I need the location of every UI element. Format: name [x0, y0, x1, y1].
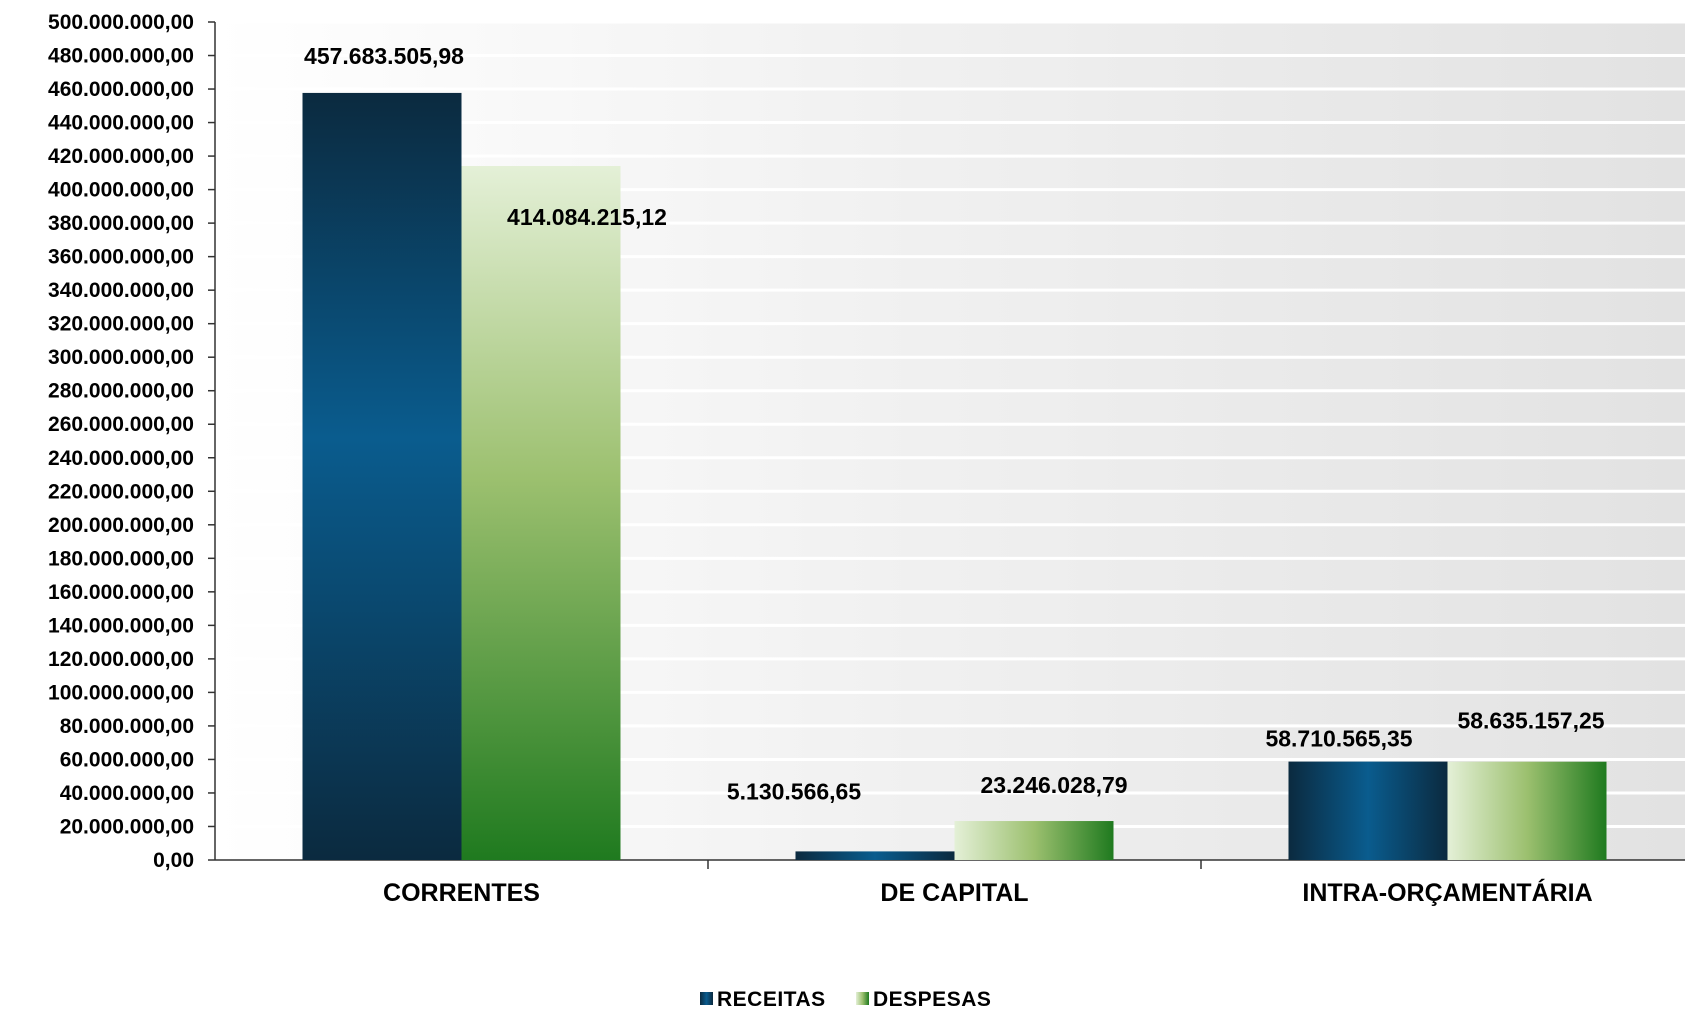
y-tick-label: 200.000.000,00: [48, 514, 194, 537]
x-category-label: INTRA-ORÇAMENTÁRIA: [1302, 878, 1592, 907]
y-tick-label: 80.000.000,00: [60, 715, 194, 738]
y-tick-label: 460.000.000,00: [48, 78, 194, 101]
y-tick-label: 20.000.000,00: [60, 815, 194, 838]
data-label: 414.084.215,12: [507, 204, 667, 230]
y-tick-label: 140.000.000,00: [48, 614, 194, 637]
y-tick-label: 500.000.000,00: [48, 11, 194, 34]
bar-receitas: [795, 851, 955, 860]
y-tick-label: 160.000.000,00: [48, 581, 194, 604]
y-tick-label: 100.000.000,00: [48, 681, 194, 704]
bar-receitas: [302, 92, 462, 861]
bar-despesas: [954, 821, 1114, 860]
x-category-label: DE CAPITAL: [880, 879, 1028, 907]
y-tick-label: 300.000.000,00: [48, 346, 194, 369]
y-tick-label: 380.000.000,00: [48, 212, 194, 235]
data-label: 58.710.565,35: [1265, 726, 1412, 752]
y-tick-label: 220.000.000,00: [48, 480, 194, 503]
y-tick-label: 400.000.000,00: [48, 179, 194, 202]
y-tick-label: 320.000.000,00: [48, 313, 194, 336]
data-label: 457.683.505,98: [304, 43, 464, 69]
y-tick-label: 0,00: [153, 849, 194, 872]
bar-receitas: [1288, 761, 1448, 860]
y-tick-label: 260.000.000,00: [48, 413, 194, 436]
y-tick-label: 280.000.000,00: [48, 380, 194, 403]
data-label: 58.635.157,25: [1457, 708, 1604, 734]
y-tick-label: 480.000.000,00: [48, 45, 194, 68]
y-tick-label: 340.000.000,00: [48, 279, 194, 302]
y-tick-label: 360.000.000,00: [48, 246, 194, 269]
y-tick-label: 440.000.000,00: [48, 112, 194, 135]
bar-despesas: [461, 165, 621, 860]
data-label: 5.130.566,65: [727, 778, 862, 804]
bar-despesas: [1447, 761, 1607, 860]
legend-despesas-label: DESPESAS: [873, 988, 991, 1011]
y-tick-label: 420.000.000,00: [48, 145, 194, 168]
x-category-label: CORRENTES: [383, 879, 540, 907]
legend-receitas-swatch: [700, 992, 713, 1005]
y-tick-label: 240.000.000,00: [48, 447, 194, 470]
y-tick-label: 120.000.000,00: [48, 648, 194, 671]
legend-receitas-label: RECEITAS: [717, 988, 826, 1011]
y-tick-label: 180.000.000,00: [48, 547, 194, 570]
y-tick-label: 60.000.000,00: [60, 748, 194, 771]
y-tick-label: 40.000.000,00: [60, 782, 194, 805]
legend-despesas-swatch: [856, 992, 869, 1005]
data-label: 23.246.028,79: [980, 772, 1127, 798]
